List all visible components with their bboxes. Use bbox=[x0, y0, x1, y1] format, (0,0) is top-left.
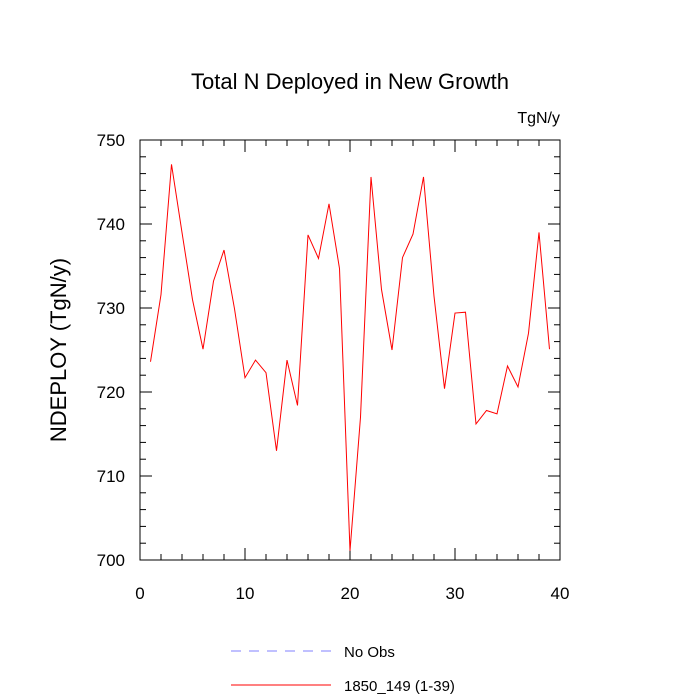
y-tick-label: 710 bbox=[97, 467, 125, 486]
plot-frame bbox=[139, 139, 561, 561]
y-tick-label: 750 bbox=[97, 131, 125, 150]
legend-label-no-obs: No Obs bbox=[344, 644, 395, 661]
x-tick-label: 20 bbox=[341, 584, 360, 603]
axis-ticks bbox=[139, 139, 561, 561]
data-series bbox=[150, 164, 550, 551]
y-tick-label: 740 bbox=[97, 215, 125, 234]
units-label: TgN/y bbox=[517, 110, 560, 127]
y-tick-label: 700 bbox=[97, 551, 125, 570]
y-tick-label: 720 bbox=[97, 383, 125, 402]
y-tick-label: 730 bbox=[97, 299, 125, 318]
x-tick-label: 0 bbox=[135, 584, 144, 603]
series-line-0 bbox=[150, 164, 550, 551]
legend: No Obs 1850_149 (1-39) bbox=[231, 644, 455, 695]
legend-label-1850-149: 1850_149 (1-39) bbox=[344, 678, 455, 695]
chart-title: Total N Deployed in New Growth bbox=[191, 69, 509, 94]
y-axis-label: NDEPLOY (TgN/y) bbox=[46, 258, 71, 442]
x-tick-label: 30 bbox=[446, 584, 465, 603]
axis-tick-labels: 0 10 20 30 40 700 710 720 730 740 750 bbox=[97, 131, 570, 603]
x-tick-label: 40 bbox=[551, 584, 570, 603]
x-tick-label: 10 bbox=[236, 584, 255, 603]
